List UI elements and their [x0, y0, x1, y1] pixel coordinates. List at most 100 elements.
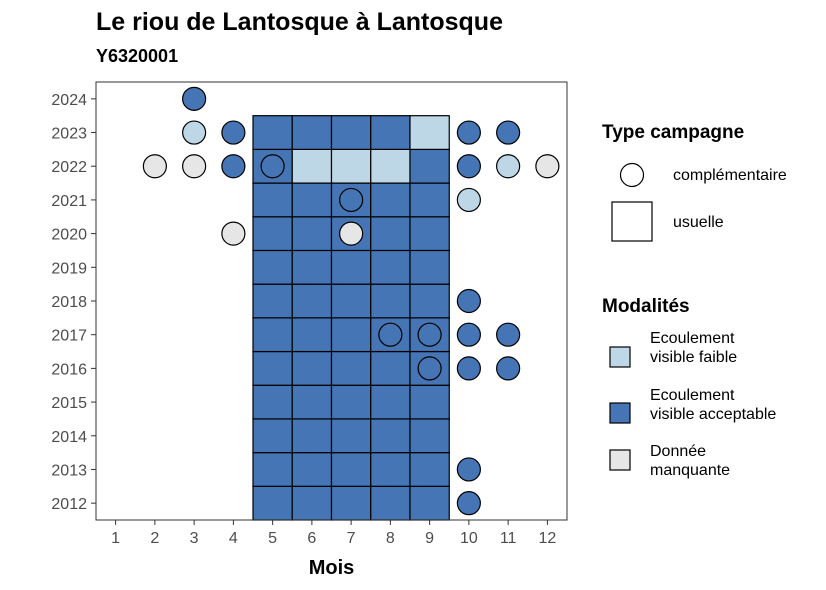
point-complementaire-2023-10	[456, 120, 481, 145]
tile-usuelle-2013-9	[409, 452, 450, 487]
point-complementaire-2016-11	[496, 356, 521, 381]
y-tick-label-2019: 2019	[51, 260, 87, 277]
point-complementaire-2021-10	[456, 187, 481, 213]
tile-usuelle-2012-9	[409, 485, 450, 521]
tile-usuelle-2014-9	[409, 418, 450, 454]
tile-usuelle-2023-7	[330, 115, 372, 150]
point-complementaire-2022-2	[142, 154, 167, 179]
tile-usuelle-2018-8	[370, 283, 411, 319]
legend-modalite-label-faible: Ecoulement visible faible	[650, 330, 738, 366]
tile-usuelle-2021-6	[291, 182, 333, 218]
point-complementaire-2022-11	[496, 154, 521, 179]
point-complementaire-2013-10	[456, 457, 481, 482]
legend-key-modalite-faible	[609, 346, 631, 368]
x-tick-label-8: 8	[386, 530, 395, 547]
tile-usuelle-2015-5	[252, 384, 293, 420]
point-complementaire-2022-5	[260, 154, 285, 179]
tile-usuelle-2015-9	[409, 384, 450, 420]
tile-usuelle-2020-8	[370, 216, 411, 252]
tile-usuelle-2016-7	[330, 350, 372, 386]
tile-usuelle-2014-6	[291, 418, 333, 454]
tile-usuelle-2016-5	[252, 350, 293, 386]
legend-type-title: Type campagne	[602, 122, 745, 143]
tile-usuelle-2019-6	[291, 249, 333, 285]
chart-subtitle: Y6320001	[96, 46, 179, 66]
x-tick-label-7: 7	[347, 530, 356, 547]
tile-usuelle-2012-7	[330, 485, 372, 521]
tile-usuelle-2022-6	[291, 148, 333, 184]
point-complementaire-2017-10	[456, 322, 481, 347]
tile-usuelle-2021-5	[252, 182, 293, 218]
legend-modalites-title: Modalités	[602, 296, 690, 317]
tile-usuelle-2022-8	[370, 148, 411, 184]
y-tick-label-2014: 2014	[51, 429, 87, 446]
tile-usuelle-2014-8	[370, 418, 411, 454]
tile-usuelle-2017-6	[291, 317, 333, 353]
tile-usuelle-2021-9	[409, 182, 450, 218]
point-complementaire-2022-12	[535, 154, 560, 179]
point-complementaire-2017-9	[417, 322, 442, 347]
point-complementaire-2023-11	[496, 120, 521, 145]
tile-usuelle-2022-9	[409, 148, 450, 184]
y-tick-label-2016: 2016	[51, 361, 87, 378]
tile-usuelle-2016-6	[291, 350, 333, 386]
point-complementaire-2017-11	[496, 322, 521, 347]
y-tick-label-2024: 2024	[51, 92, 87, 109]
tile-usuelle-2018-9	[409, 283, 450, 319]
legend-key-complementaire	[619, 162, 645, 188]
tile-usuelle-2020-6	[291, 216, 333, 252]
tile-usuelle-2021-8	[370, 182, 411, 218]
tile-usuelle-2019-7	[330, 249, 372, 285]
y-tick-label-2015: 2015	[51, 395, 87, 412]
y-tick-label-2023: 2023	[51, 126, 87, 143]
tile-usuelle-2022-7	[330, 148, 372, 184]
x-tick-label-2: 2	[150, 530, 159, 547]
legend-key-usuelle	[611, 201, 653, 242]
y-tick-label-2012: 2012	[51, 496, 87, 513]
x-tick-label-4: 4	[229, 530, 238, 547]
y-tick-label-2021: 2021	[51, 193, 87, 210]
tile-usuelle-2018-7	[330, 283, 372, 319]
x-tick-label-9: 9	[425, 530, 434, 547]
point-complementaire-2020-7	[339, 221, 364, 246]
point-complementaire-2023-3	[182, 120, 207, 145]
tile-usuelle-2015-6	[291, 384, 333, 420]
tile-usuelle-2023-9	[409, 115, 450, 150]
tile-usuelle-2012-5	[252, 485, 293, 521]
legend-modalite-label-acceptable: Ecoulement visible acceptable	[650, 387, 777, 423]
tile-usuelle-2013-8	[370, 452, 411, 487]
tile-usuelle-2015-7	[330, 384, 372, 420]
point-complementaire-2023-4	[221, 120, 246, 145]
tile-usuelle-2018-6	[291, 283, 333, 319]
tile-usuelle-2014-7	[330, 418, 372, 454]
y-tick-label-2020: 2020	[51, 227, 87, 244]
x-tick-label-10: 10	[460, 530, 478, 547]
tile-usuelle-2019-8	[370, 249, 411, 285]
tile-usuelle-2012-6	[291, 485, 333, 521]
point-complementaire-2016-9	[417, 356, 442, 381]
point-complementaire-2022-4	[221, 154, 246, 179]
chart-title: Le riou de Lantosque à Lantosque	[96, 8, 503, 36]
tile-usuelle-2014-5	[252, 418, 293, 454]
x-tick-label-1: 1	[111, 530, 120, 547]
tile-usuelle-2013-6	[291, 452, 333, 487]
point-complementaire-2018-10	[456, 288, 481, 314]
tile-usuelle-2019-9	[409, 249, 450, 285]
tile-usuelle-2017-5	[252, 317, 293, 353]
tile-usuelle-2020-9	[409, 216, 450, 252]
tile-usuelle-2023-5	[252, 115, 293, 150]
y-tick-label-2013: 2013	[51, 462, 87, 479]
legend-type-label-usuelle: usuelle	[673, 214, 724, 231]
tile-usuelle-2018-5	[252, 283, 293, 319]
tile-usuelle-2023-8	[370, 115, 411, 150]
x-tick-label-12: 12	[538, 530, 556, 547]
tile-usuelle-2013-5	[252, 452, 293, 487]
point-complementaire-2021-7	[339, 187, 364, 213]
x-tick-label-5: 5	[268, 530, 277, 547]
tile-usuelle-2020-5	[252, 216, 293, 252]
legend-type-label-complementaire: complémentaire	[673, 167, 787, 184]
tile-usuelle-2019-5	[252, 249, 293, 285]
point-complementaire-2022-3	[182, 154, 207, 179]
tile-usuelle-2017-7	[330, 317, 372, 353]
